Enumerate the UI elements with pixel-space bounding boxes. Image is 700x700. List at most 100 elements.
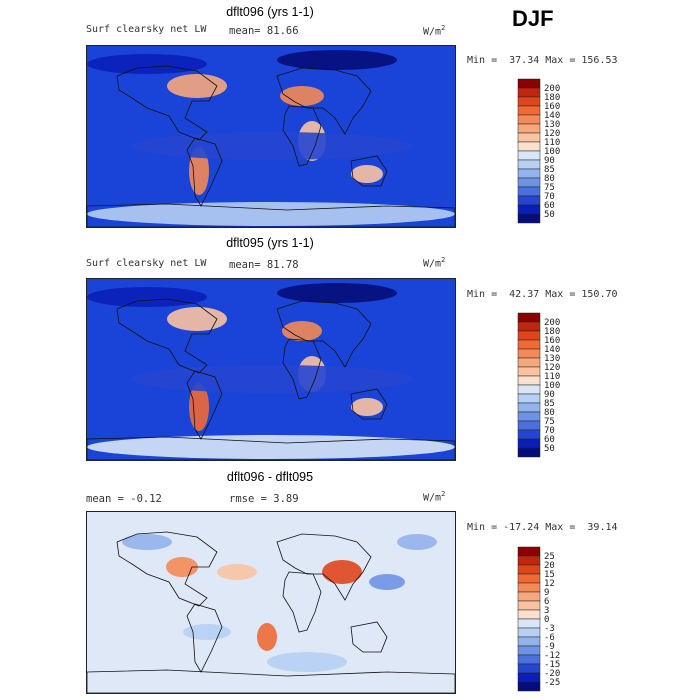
colorbar-tick-label: 85 bbox=[544, 165, 555, 175]
mean-label: mean= 81.66 bbox=[229, 25, 299, 37]
colorbar-swatch bbox=[517, 438, 541, 449]
colorbar-tick-label: 120 bbox=[544, 363, 560, 373]
colorbar-swatch bbox=[517, 321, 541, 332]
colorbar-tick-label: 180 bbox=[544, 93, 560, 103]
colorbar-swatch bbox=[517, 600, 541, 611]
colorbar-tick-label: 3 bbox=[544, 606, 549, 616]
colorbar-swatch bbox=[517, 375, 541, 386]
colorbar-tick-label: 9 bbox=[544, 588, 549, 598]
colorbar-tick-label: 200 bbox=[544, 84, 560, 94]
colorbar-tick-label: 15 bbox=[544, 570, 555, 580]
colorbar-swatch bbox=[517, 96, 541, 107]
coastline bbox=[276, 300, 372, 368]
colorbar: 200 180 160 140 130 120 110 100 90 85 80 75 70 60 50 bbox=[517, 312, 560, 458]
coastline bbox=[350, 388, 388, 420]
coastline bbox=[276, 67, 372, 135]
colorbar-swatch bbox=[517, 123, 541, 134]
colorbar-swatch bbox=[517, 357, 541, 368]
colorbar-swatch bbox=[517, 582, 541, 593]
coastline bbox=[282, 105, 322, 167]
colorbar-swatch bbox=[517, 555, 541, 566]
season-label: DJF bbox=[512, 6, 554, 31]
units-label: W/m2 bbox=[423, 490, 446, 504]
colorbar-tick-label: 100 bbox=[544, 147, 560, 157]
contour-fill bbox=[369, 574, 405, 590]
contour-fill bbox=[277, 50, 397, 70]
panel-title: dflt095 (yrs 1-1) bbox=[226, 236, 314, 250]
colorbar-tick-label: 160 bbox=[544, 336, 560, 346]
contour-fill bbox=[132, 365, 412, 393]
colorbar-tick-label: -3 bbox=[544, 624, 555, 634]
panel-title: dflt096 - dflt095 bbox=[226, 470, 314, 484]
contour-fill bbox=[280, 86, 324, 106]
colorbar-tick-label: -15 bbox=[544, 660, 560, 670]
coastline bbox=[87, 669, 455, 693]
colorbar-tick-label: -6 bbox=[544, 633, 555, 643]
colorbar-tick-label: -20 bbox=[544, 669, 560, 679]
colorbar-swatch bbox=[517, 78, 541, 89]
coastline bbox=[87, 203, 455, 227]
colorbar-tick-label: -25 bbox=[544, 678, 560, 688]
contour-fill bbox=[282, 321, 322, 341]
colorbar: 25 20 15 12 9 6 3 0 -3 -6 -9 -12 -15 -20 -25 bbox=[517, 546, 560, 692]
colorbar-tick-label: 85 bbox=[544, 399, 555, 409]
coastline bbox=[116, 298, 218, 374]
colorbar-swatch bbox=[517, 402, 541, 413]
coastline bbox=[350, 155, 388, 187]
colorbar-tick-label: 25 bbox=[544, 552, 555, 562]
colorbar-tick-label: 200 bbox=[544, 318, 560, 328]
colorbar-swatch bbox=[517, 195, 541, 206]
colorbar-tick-label: 100 bbox=[544, 381, 560, 391]
colorbar-swatch bbox=[517, 654, 541, 665]
contour-fill bbox=[122, 534, 172, 550]
min-max-label: Min = 37.34 Max = 156.53 bbox=[467, 55, 618, 66]
colorbar-tick-label: 70 bbox=[544, 192, 555, 202]
panel-title: dflt096 (yrs 1-1) bbox=[226, 5, 314, 19]
colorbar-swatch bbox=[517, 186, 541, 197]
colorbar-swatch bbox=[517, 546, 541, 557]
colorbar-swatch bbox=[517, 348, 541, 359]
min-max-label: Min = 42.37 Max = 150.70 bbox=[467, 289, 618, 300]
colorbar-tick-label: 50 bbox=[544, 444, 555, 454]
colorbar-swatch bbox=[517, 204, 541, 215]
colorbar-swatch bbox=[517, 411, 541, 422]
colorbar-swatch bbox=[517, 312, 541, 323]
colorbar-tick-label: 12 bbox=[544, 579, 555, 589]
contour-fill bbox=[183, 624, 231, 640]
colorbar-tick-label: -12 bbox=[544, 651, 560, 661]
colorbar-tick-label: 130 bbox=[544, 354, 560, 364]
map-difference bbox=[86, 511, 456, 694]
contour-fill bbox=[167, 307, 227, 331]
colorbar-swatch bbox=[517, 645, 541, 656]
colorbar-swatch bbox=[517, 573, 541, 584]
colorbar-swatch bbox=[517, 609, 541, 620]
colorbar-tick-label: 50 bbox=[544, 210, 555, 220]
colorbar-tick-label: 80 bbox=[544, 408, 555, 418]
colorbar-swatch bbox=[517, 429, 541, 440]
colorbar-swatch bbox=[517, 105, 541, 116]
field-name: Surf clearsky net LW bbox=[86, 258, 207, 269]
colorbar-swatch bbox=[517, 150, 541, 161]
coastline bbox=[282, 338, 322, 400]
coastline bbox=[87, 436, 455, 460]
colorbar-swatch bbox=[517, 681, 541, 692]
colorbar-tick-label: 160 bbox=[544, 102, 560, 112]
colorbar-swatch bbox=[517, 339, 541, 350]
colorbar: 200 180 160 140 130 120 110 100 90 85 80 75 70 60 50 bbox=[517, 78, 560, 224]
field-name: Surf clearsky net LW bbox=[86, 24, 207, 35]
contour-fill bbox=[87, 54, 207, 74]
colorbar-tick-label: 20 bbox=[544, 561, 555, 571]
colorbar-swatch bbox=[517, 618, 541, 629]
colorbar-swatch bbox=[517, 384, 541, 395]
colorbar-swatch bbox=[517, 393, 541, 404]
colorbar-tick-label: 90 bbox=[544, 390, 555, 400]
colorbar-swatch bbox=[517, 420, 541, 431]
colorbar-swatch bbox=[517, 591, 541, 602]
contour-fill bbox=[167, 74, 227, 98]
colorbar-tick-label: 75 bbox=[544, 183, 555, 193]
contour-fill bbox=[87, 435, 455, 459]
colorbar-tick-label: 180 bbox=[544, 327, 560, 337]
colorbar-swatch bbox=[517, 663, 541, 674]
colorbar-tick-label: 60 bbox=[544, 435, 555, 445]
colorbar-swatch bbox=[517, 114, 541, 125]
